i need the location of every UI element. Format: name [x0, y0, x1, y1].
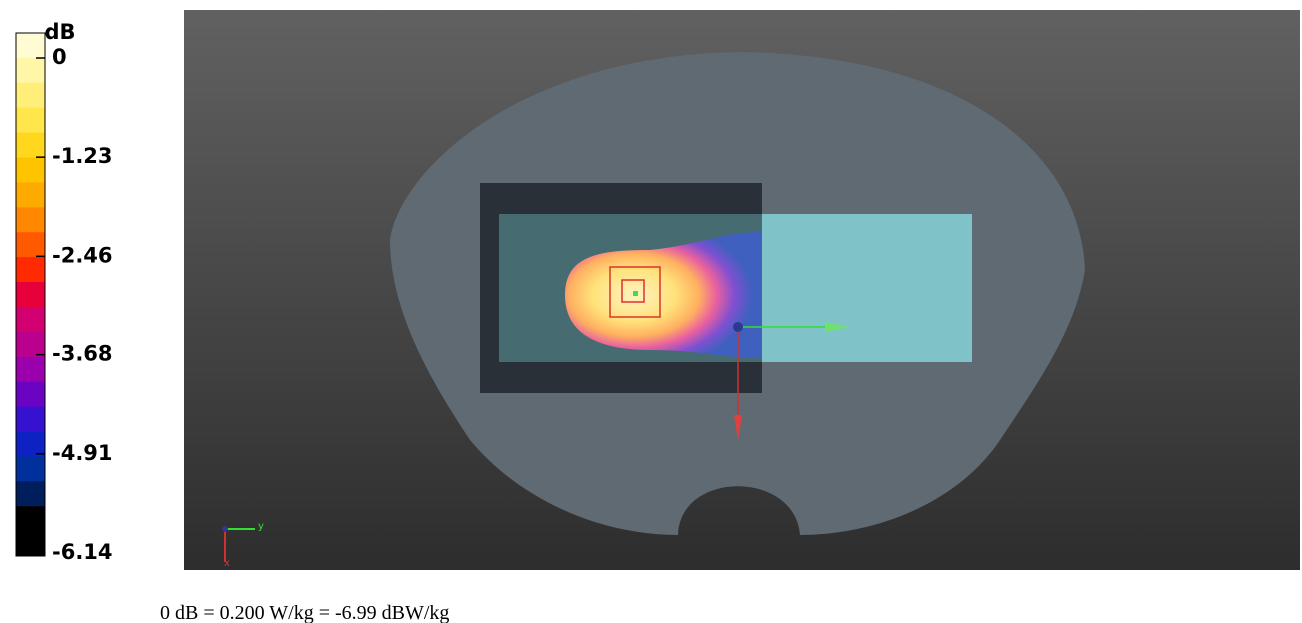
colorbar-band: [16, 382, 45, 407]
colorbar-band: [16, 257, 45, 282]
colorbar-tick-label: -1.23: [52, 144, 113, 168]
colorbar-band: [16, 332, 45, 357]
colorbar-band: [16, 83, 45, 108]
colorbar-band: [16, 282, 45, 307]
gizmo-label: x: [224, 558, 230, 569]
colorbar-title: dB: [44, 20, 75, 44]
colorbar-band: [16, 232, 45, 257]
caption: 0 dB = 0.200 W/kg = -6.99 dBW/kg: [160, 602, 449, 623]
colorbar-band: [16, 357, 45, 382]
page: {"colorbar": {"title": "dB", "ticks": [0…: [0, 0, 1302, 623]
colorbar: 0 -1.23 -2.46 -3.68 -4.91 -6.14: [16, 33, 113, 564]
colorbar-band: [16, 431, 45, 456]
figure: dB 0 -1.23 -2.46 -3.68 -4.91 -6.14 y x 0 dB =…: [0, 0, 1302, 623]
colorbar-band: [16, 158, 45, 183]
peak-point: [633, 291, 638, 296]
colorbar-band: [16, 108, 45, 133]
colorbar-band: [16, 33, 45, 58]
colorbar-band: [16, 456, 45, 481]
colorbar-band: [16, 207, 45, 232]
origin: [733, 322, 743, 332]
zoom-area: [762, 214, 972, 362]
colorbar-band: [16, 407, 45, 432]
colorbar-band: [16, 182, 45, 207]
colorbar-tick-label: -2.46: [52, 243, 113, 267]
colorbar-tick-label: -3.68: [52, 342, 113, 366]
colorbar-band: [16, 307, 45, 332]
colorbar-tick-label: -4.91: [52, 441, 113, 465]
colorbar-band: [16, 58, 45, 83]
colorbar-band: [16, 133, 45, 158]
colorbar-tick-label: -6.14: [52, 540, 113, 564]
gizmo-label: y: [258, 521, 264, 532]
colorbar-tick-label: 0: [52, 45, 67, 69]
colorbar-band: [16, 481, 45, 506]
colorbar-band: [16, 506, 45, 531]
gizmo-origin: [222, 526, 228, 532]
